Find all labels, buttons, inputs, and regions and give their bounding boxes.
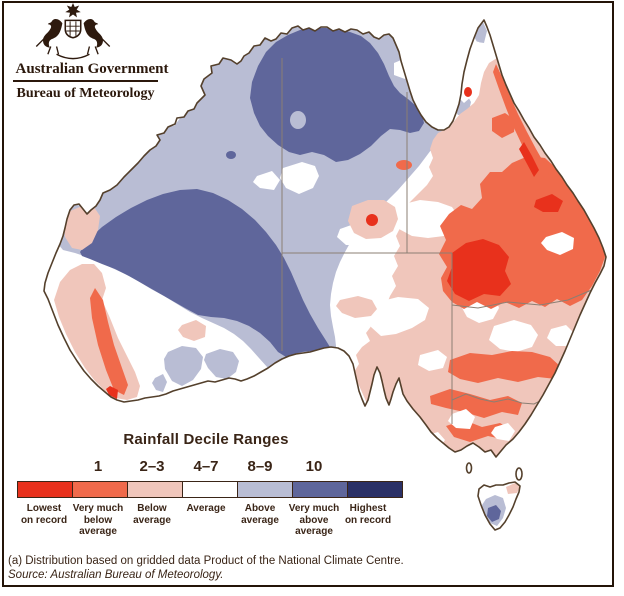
legend-swatch-highest-on-record [347,481,403,498]
region-lowest-on-record [106,87,563,399]
legend-range [341,458,395,475]
legend-labels: Lowest on record Very much below average… [17,503,395,538]
legend-swatch-above-average [237,481,293,498]
legend-label: Average [186,503,226,514]
legend-swatch-very-much-below-average [72,481,128,498]
footnote-line: (a) Distribution based on gridded data P… [8,555,404,567]
tasmania [465,462,523,531]
coat-of-arms-icon [35,3,111,60]
legend-range: 2–3 [139,458,165,475]
legend-range: 10 [305,458,323,475]
footnote-source: Source: Australian Bureau of Meteorology… [8,569,224,581]
region-tasmania-below-average [506,483,520,494]
legend-swatch-lowest-on-record [17,481,73,498]
legend-swatch-below-average [127,481,183,498]
header-divider [13,80,158,82]
footnote: (a) Distribution based on gridded data P… [8,554,608,582]
legend-label: Above average [241,503,279,526]
legend-range: 8–9 [247,458,273,475]
region-very-much-above-average [80,28,424,357]
legend-swatch-average [182,481,238,498]
legend-range: 4–7 [193,458,219,475]
state-borders [281,58,595,424]
legend-color-bar [17,481,403,498]
legend-decile-numbers: 1 2–3 4–7 8–9 10 [17,458,395,475]
government-title: Australian Government [15,61,169,77]
legend-label: Very much above average [288,503,340,537]
region-tasmania-very-much-above-average [487,505,501,522]
legend-range: 1 [93,458,103,475]
australia-coastline [43,19,607,458]
legend-label: Highest on record [344,503,392,526]
legend-swatch-very-much-above-average [292,481,348,498]
legend-range [17,458,71,475]
legend-label: Lowest on record [20,503,68,526]
agency-title: Bureau of Meteorology [16,86,155,101]
legend-title: Rainfall Decile Ranges [123,431,289,448]
legend-label: Very much below average [72,503,124,537]
king-island [465,462,473,474]
flinders-island [515,467,523,481]
region-above-average-hole-topend [290,111,306,129]
legend-label: Below average [133,503,171,526]
